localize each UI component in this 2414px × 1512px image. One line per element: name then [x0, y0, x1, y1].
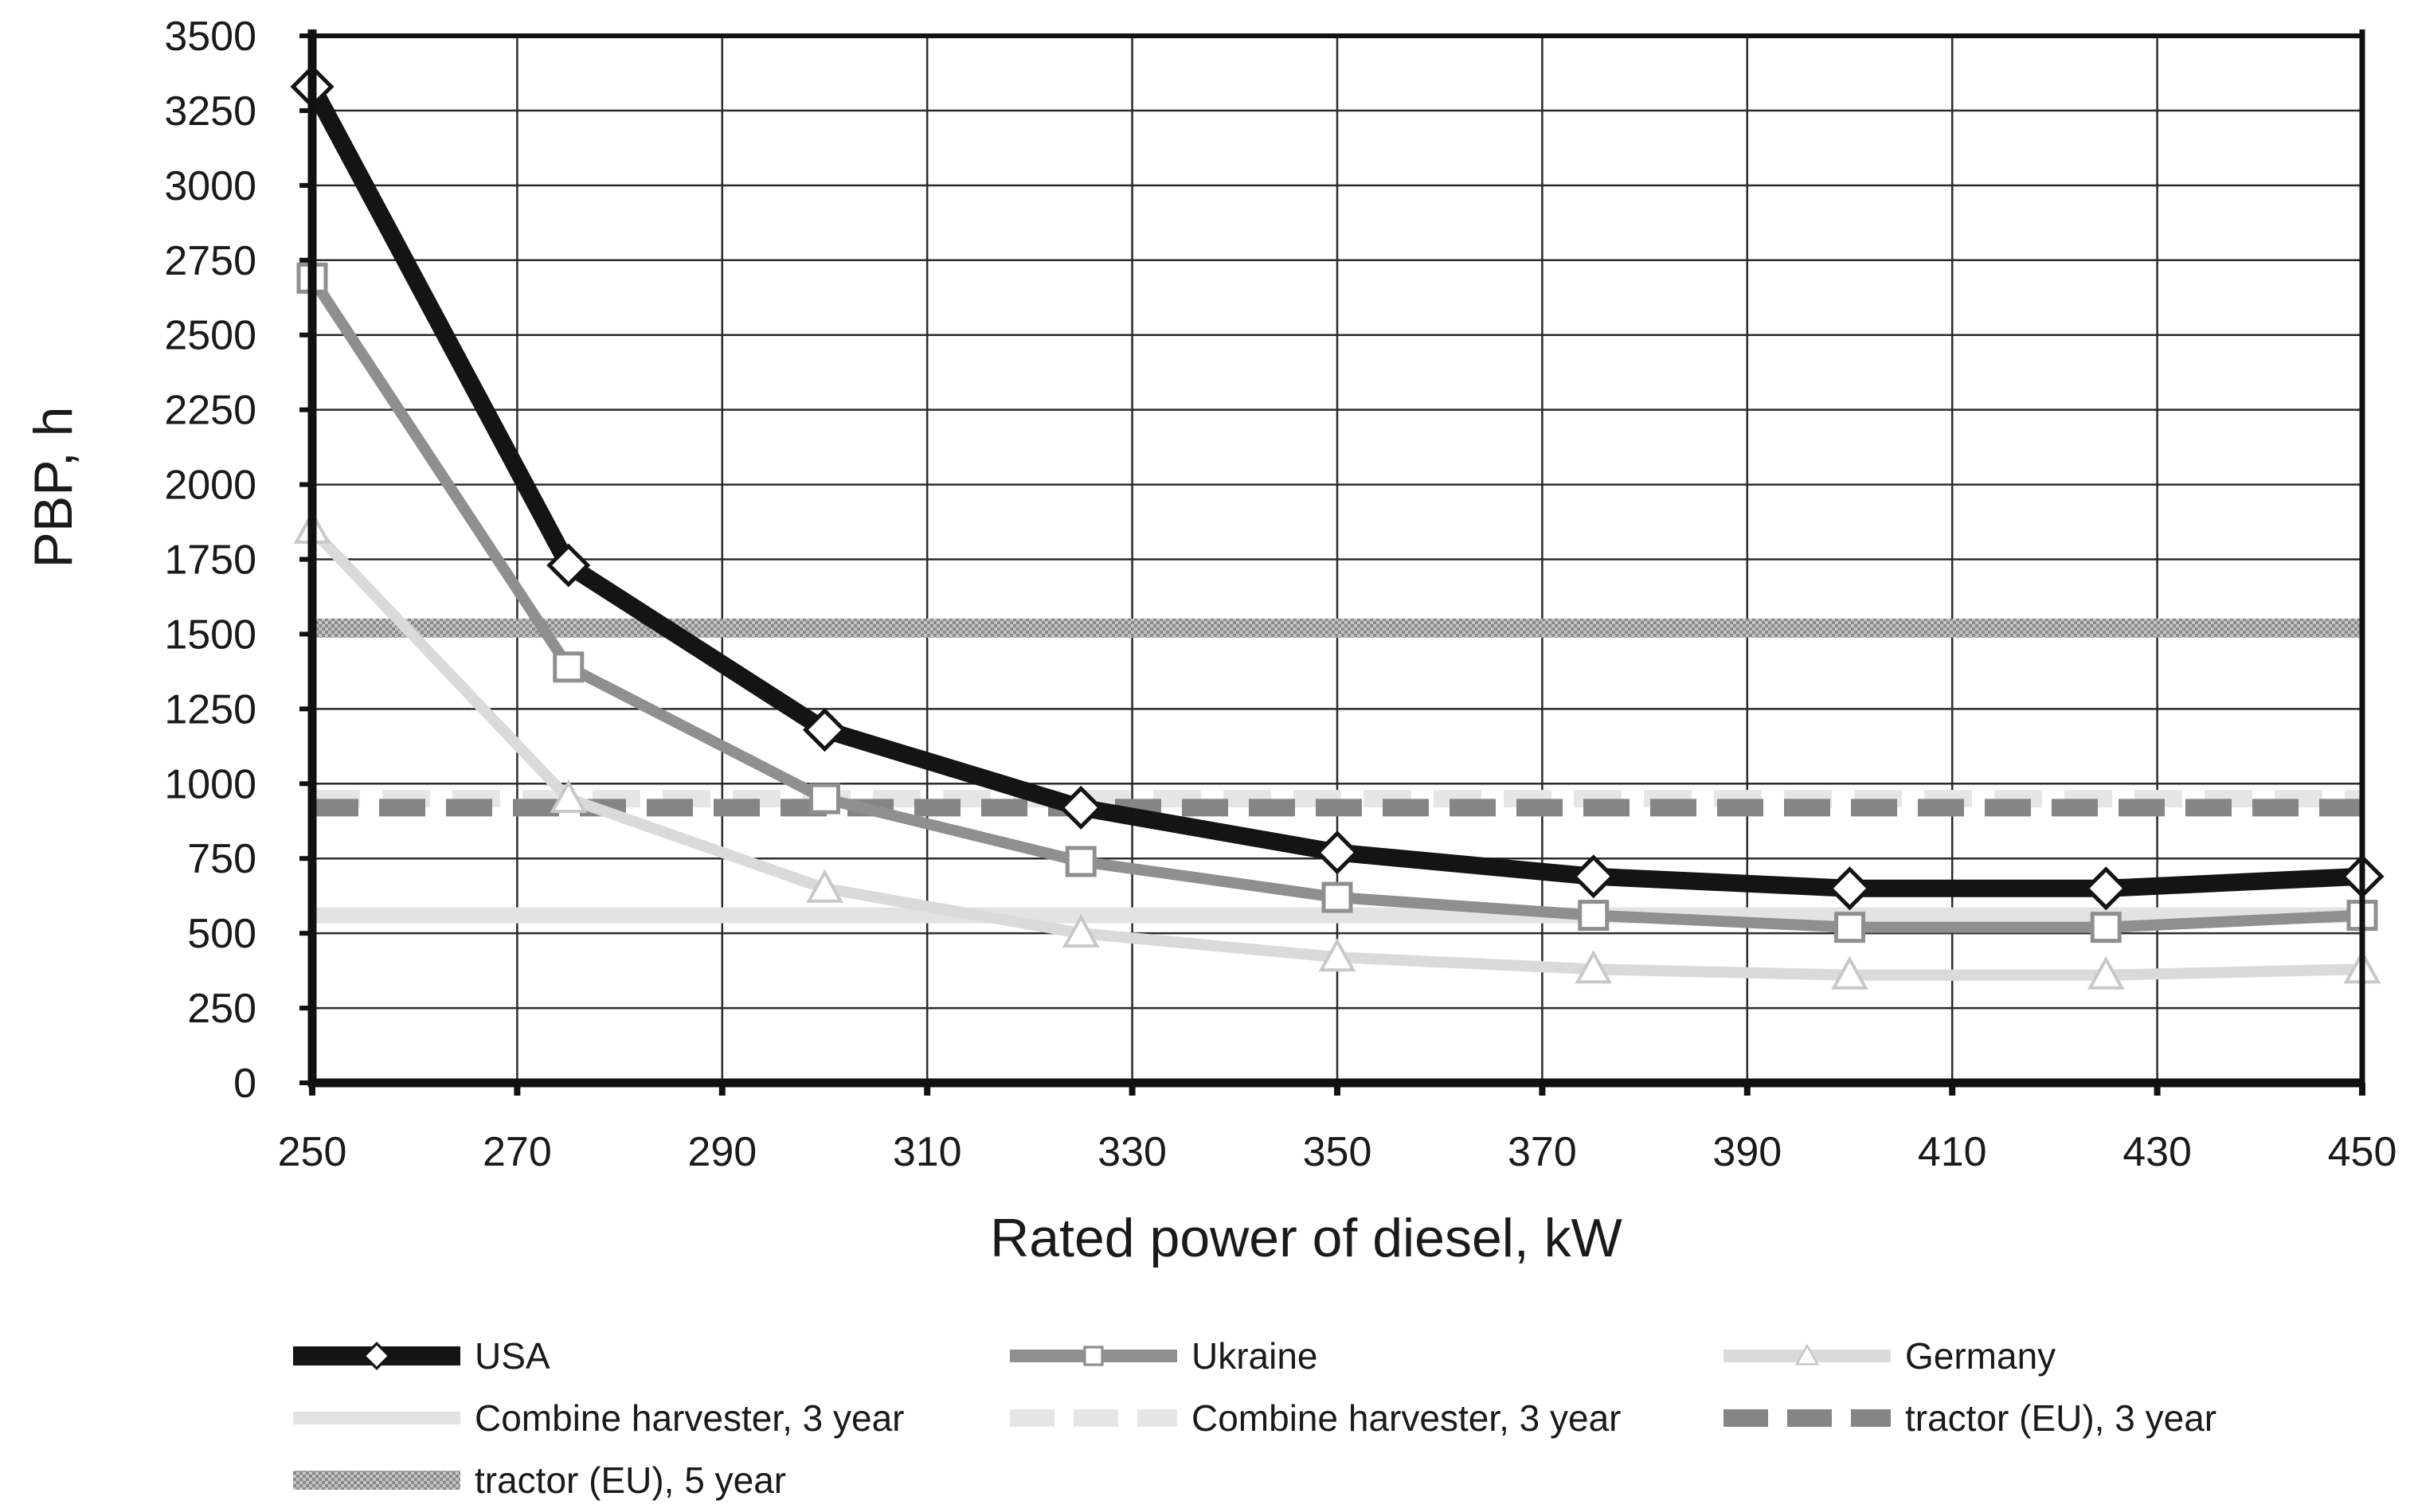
series-marker: [546, 543, 591, 588]
series-marker: [1834, 912, 1865, 944]
y-tick-label: 1750: [164, 537, 256, 584]
y-tick-label: 2000: [164, 463, 256, 509]
legend-item: tractor (EU), 5 year: [293, 1459, 786, 1501]
y-tick-label: 0: [233, 1061, 256, 1107]
series-marker: [550, 779, 588, 814]
legend-label: Combine harvester, 3 year: [1191, 1397, 1622, 1439]
series-marker: [1065, 846, 1097, 877]
series-marker: [1321, 881, 1353, 913]
series-marker: [1827, 866, 1872, 911]
y-axis-title: PBP, h: [23, 407, 84, 568]
series-marker: [1575, 950, 1613, 984]
series-marker: [2090, 912, 2122, 944]
legend-label: Ukraine: [1191, 1335, 1318, 1377]
y-tick-label: 750: [187, 836, 256, 882]
y-tick-label: 3000: [164, 163, 256, 209]
y-tick-label: 2750: [164, 238, 256, 284]
x-tick-label: 430: [2123, 1129, 2192, 1175]
y-tick-label: 3250: [164, 88, 256, 135]
legend-item: Ukraine: [1010, 1335, 1318, 1377]
y-tick-label: 2500: [164, 313, 256, 359]
legend-label: tractor (EU), 5 year: [475, 1459, 786, 1501]
x-tick-label: 250: [278, 1129, 347, 1175]
legend-label: tractor (EU), 3 year: [1905, 1397, 2216, 1439]
series-marker: [1058, 785, 1103, 830]
series-marker: [802, 708, 847, 752]
series-marker: [1062, 914, 1100, 948]
legend-item: Germany: [1723, 1335, 2056, 1377]
legend: USA Ukraine Germany Combine harvester, 3 ye…: [293, 1335, 2216, 1501]
y-tick-label: 3500: [164, 14, 256, 60]
legend-item: Combine harvester, 3 year: [293, 1397, 905, 1439]
y-tick-label: 1000: [164, 761, 256, 807]
x-tick-label: 450: [2328, 1129, 2397, 1175]
series-lines: [290, 64, 2385, 990]
x-tick-label: 290: [687, 1129, 757, 1175]
legend-item: Combine harvester, 3 year: [1010, 1397, 1622, 1439]
series-marker: [1083, 1346, 1104, 1366]
legend-label: Germany: [1905, 1335, 2056, 1377]
y-tick-label: 1500: [164, 611, 256, 658]
series-marker: [1578, 900, 1610, 932]
series-marker: [362, 1342, 391, 1370]
legend-label: USA: [475, 1335, 550, 1377]
series-marker: [2087, 955, 2125, 990]
y-tick-label: 1250: [164, 686, 256, 733]
series-marker: [1318, 938, 1356, 972]
series-marker: [1315, 830, 1360, 875]
legend-label: Combine harvester, 3 year: [475, 1397, 905, 1439]
tick-labels: 0 250 500 750 1000 1250 1500 1750 2000 2250 2500 27…: [164, 14, 2396, 1175]
x-tick-label: 330: [1097, 1129, 1167, 1175]
y-tick-label: 500: [187, 911, 256, 957]
x-tick-label: 310: [893, 1129, 962, 1175]
series-marker: [553, 651, 585, 683]
series-marker: [1794, 1343, 1820, 1365]
x-tick-label: 270: [483, 1129, 552, 1175]
axes: [299, 29, 2365, 1096]
series-marker: [1831, 955, 1868, 990]
legend-item: tractor (EU), 3 year: [1723, 1397, 2216, 1439]
legend-item: USA: [293, 1335, 550, 1377]
x-tick-label: 390: [1712, 1129, 1782, 1175]
series-marker: [2083, 866, 2128, 911]
x-tick-label: 410: [1918, 1129, 1987, 1175]
y-tick-label: 2250: [164, 388, 256, 434]
series-marker: [806, 869, 843, 903]
series-marker: [809, 783, 840, 815]
y-tick-label: 250: [187, 986, 256, 1032]
series-marker: [1571, 854, 1616, 899]
x-tick-label: 370: [1508, 1129, 1577, 1175]
series-group: [296, 262, 2378, 944]
series-group: [290, 64, 2385, 911]
x-axis-title: Rated power of diesel, kW: [990, 1208, 1622, 1268]
x-tick-label: 350: [1303, 1129, 1372, 1175]
